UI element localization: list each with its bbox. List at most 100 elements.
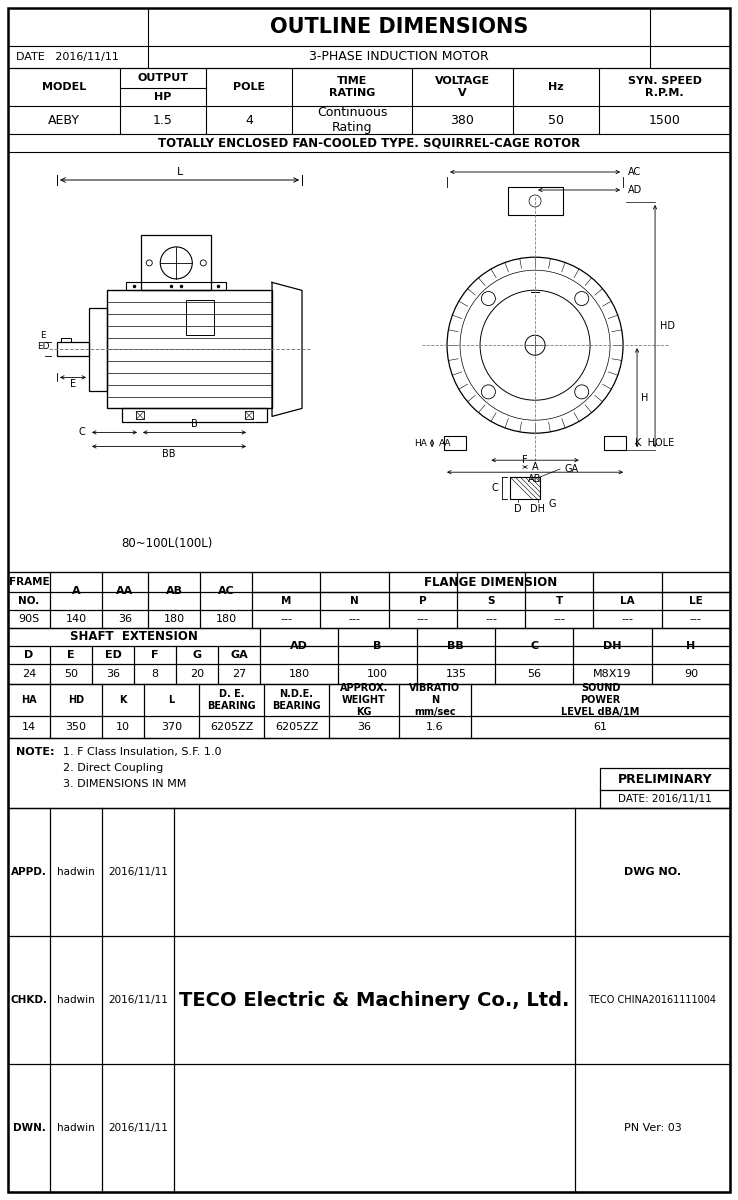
Text: OUTPUT: OUTPUT	[137, 73, 188, 83]
Text: FRAME: FRAME	[9, 577, 49, 587]
Text: 20: 20	[190, 670, 204, 679]
Text: SOUND
POWER
LEVEL dBA/1M: SOUND POWER LEVEL dBA/1M	[562, 683, 640, 716]
Text: hadwin: hadwin	[57, 866, 95, 877]
Text: B: B	[373, 641, 382, 650]
Bar	[8, 68, 730, 134]
Text: AB: AB	[528, 474, 542, 484]
Bar	[141, 235, 211, 290]
Text: 380: 380	[451, 114, 475, 126]
Text: VOLTAGE
V: VOLTAGE V	[435, 77, 490, 97]
Text: 100: 100	[367, 670, 388, 679]
Text: 6205ZZ: 6205ZZ	[275, 722, 318, 732]
Text: ---: ---	[485, 614, 497, 624]
Text: 2016/11/11: 2016/11/11	[108, 1123, 168, 1133]
Bar	[122, 408, 267, 422]
Text: B: B	[191, 419, 198, 430]
Text: P: P	[419, 596, 427, 606]
Text: AB: AB	[165, 586, 182, 596]
Bar	[8, 808, 730, 1192]
Text: 1. F Class Insulation, S.F. 1.0: 1. F Class Insulation, S.F. 1.0	[63, 746, 221, 757]
Text: 1.6: 1.6	[426, 722, 444, 732]
Text: 180: 180	[163, 614, 184, 624]
Bar	[444, 437, 466, 450]
Text: CHKD.: CHKD.	[10, 995, 47, 1006]
Bar	[57, 342, 89, 356]
Text: 180: 180	[289, 670, 310, 679]
Text: ---: ---	[348, 614, 360, 624]
Text: 4: 4	[245, 114, 253, 126]
Text: ---: ---	[554, 614, 565, 624]
Text: BB: BB	[162, 449, 176, 460]
Text: AA: AA	[439, 439, 452, 448]
Text: C: C	[492, 482, 498, 493]
Text: Continuous
Rating: Continuous Rating	[317, 106, 387, 134]
Text: AC: AC	[628, 167, 641, 176]
Text: NOTE:: NOTE:	[16, 746, 55, 757]
Text: DH: DH	[603, 641, 621, 650]
Text: E: E	[40, 331, 46, 340]
Text: Hz: Hz	[548, 82, 564, 92]
Text: C: C	[79, 427, 86, 437]
Text: HP: HP	[154, 92, 172, 102]
Text: ED: ED	[37, 342, 49, 350]
Bar	[8, 628, 730, 684]
Text: F: F	[523, 455, 528, 464]
Text: A: A	[72, 586, 80, 596]
Text: 36: 36	[106, 670, 120, 679]
Text: 370: 370	[161, 722, 182, 732]
Bar	[61, 338, 71, 342]
Text: 50: 50	[64, 670, 78, 679]
Text: 36: 36	[118, 614, 132, 624]
Text: 10: 10	[116, 722, 130, 732]
Text: G: G	[193, 650, 201, 660]
Text: K  HOLE: K HOLE	[635, 438, 675, 448]
Text: D. E.
BEARING: D. E. BEARING	[207, 689, 256, 710]
Text: HA: HA	[414, 439, 427, 448]
Text: N: N	[350, 596, 359, 606]
Text: 56: 56	[527, 670, 541, 679]
Text: 8: 8	[151, 670, 159, 679]
Text: AC: AC	[218, 586, 235, 596]
Text: TECO CHINA20161111004: TECO CHINA20161111004	[588, 995, 717, 1006]
Bar	[8, 684, 730, 738]
Text: 140: 140	[66, 614, 86, 624]
Text: H: H	[686, 641, 695, 650]
Text: 90: 90	[684, 670, 698, 679]
Text: APPROX.
WEIGHT
KG: APPROX. WEIGHT KG	[339, 683, 388, 716]
Text: D: D	[514, 504, 521, 514]
Text: 1500: 1500	[649, 114, 680, 126]
Text: AA: AA	[117, 586, 134, 596]
Text: POLE: POLE	[233, 82, 265, 92]
Text: hadwin: hadwin	[57, 995, 95, 1006]
Text: 180: 180	[215, 614, 237, 624]
Text: PRELIMINARY: PRELIMINARY	[618, 773, 712, 786]
Text: 2. Direct Coupling: 2. Direct Coupling	[63, 763, 163, 773]
Text: OUTLINE DIMENSIONS: OUTLINE DIMENSIONS	[270, 17, 528, 37]
Text: ---: ---	[621, 614, 633, 624]
Text: 50: 50	[548, 114, 564, 126]
Text: TOTALLY ENCLOSED FAN-COOLED TYPE. SQUIRREL-CAGE ROTOR: TOTALLY ENCLOSED FAN-COOLED TYPE. SQUIRR…	[158, 137, 580, 150]
Text: F: F	[151, 650, 159, 660]
Text: ---: ---	[280, 614, 292, 624]
Text: GA: GA	[230, 650, 248, 660]
Text: 36: 36	[357, 722, 371, 732]
Text: DWG NO.: DWG NO.	[624, 866, 681, 877]
Text: T: T	[556, 596, 563, 606]
Text: AD: AD	[290, 641, 308, 650]
Text: hadwin: hadwin	[57, 1123, 95, 1133]
Text: DATE   2016/11/11: DATE 2016/11/11	[16, 52, 119, 62]
Bar	[604, 437, 626, 450]
Text: D: D	[24, 650, 34, 660]
Text: 24: 24	[22, 670, 36, 679]
Text: S: S	[487, 596, 494, 606]
Text: SYN. SPEED
R.P.M.: SYN. SPEED R.P.M.	[627, 77, 702, 97]
Bar	[136, 412, 144, 419]
Text: VIBRATIO
N
mm/sec: VIBRATIO N mm/sec	[410, 683, 461, 716]
Bar	[245, 412, 253, 419]
Text: 80~100L(100L): 80~100L(100L)	[121, 538, 213, 551]
Bar	[508, 187, 562, 215]
Text: 6205ZZ: 6205ZZ	[210, 722, 253, 732]
Text: K: K	[120, 695, 127, 704]
Text: HA: HA	[21, 695, 37, 704]
Text: ED: ED	[105, 650, 122, 660]
